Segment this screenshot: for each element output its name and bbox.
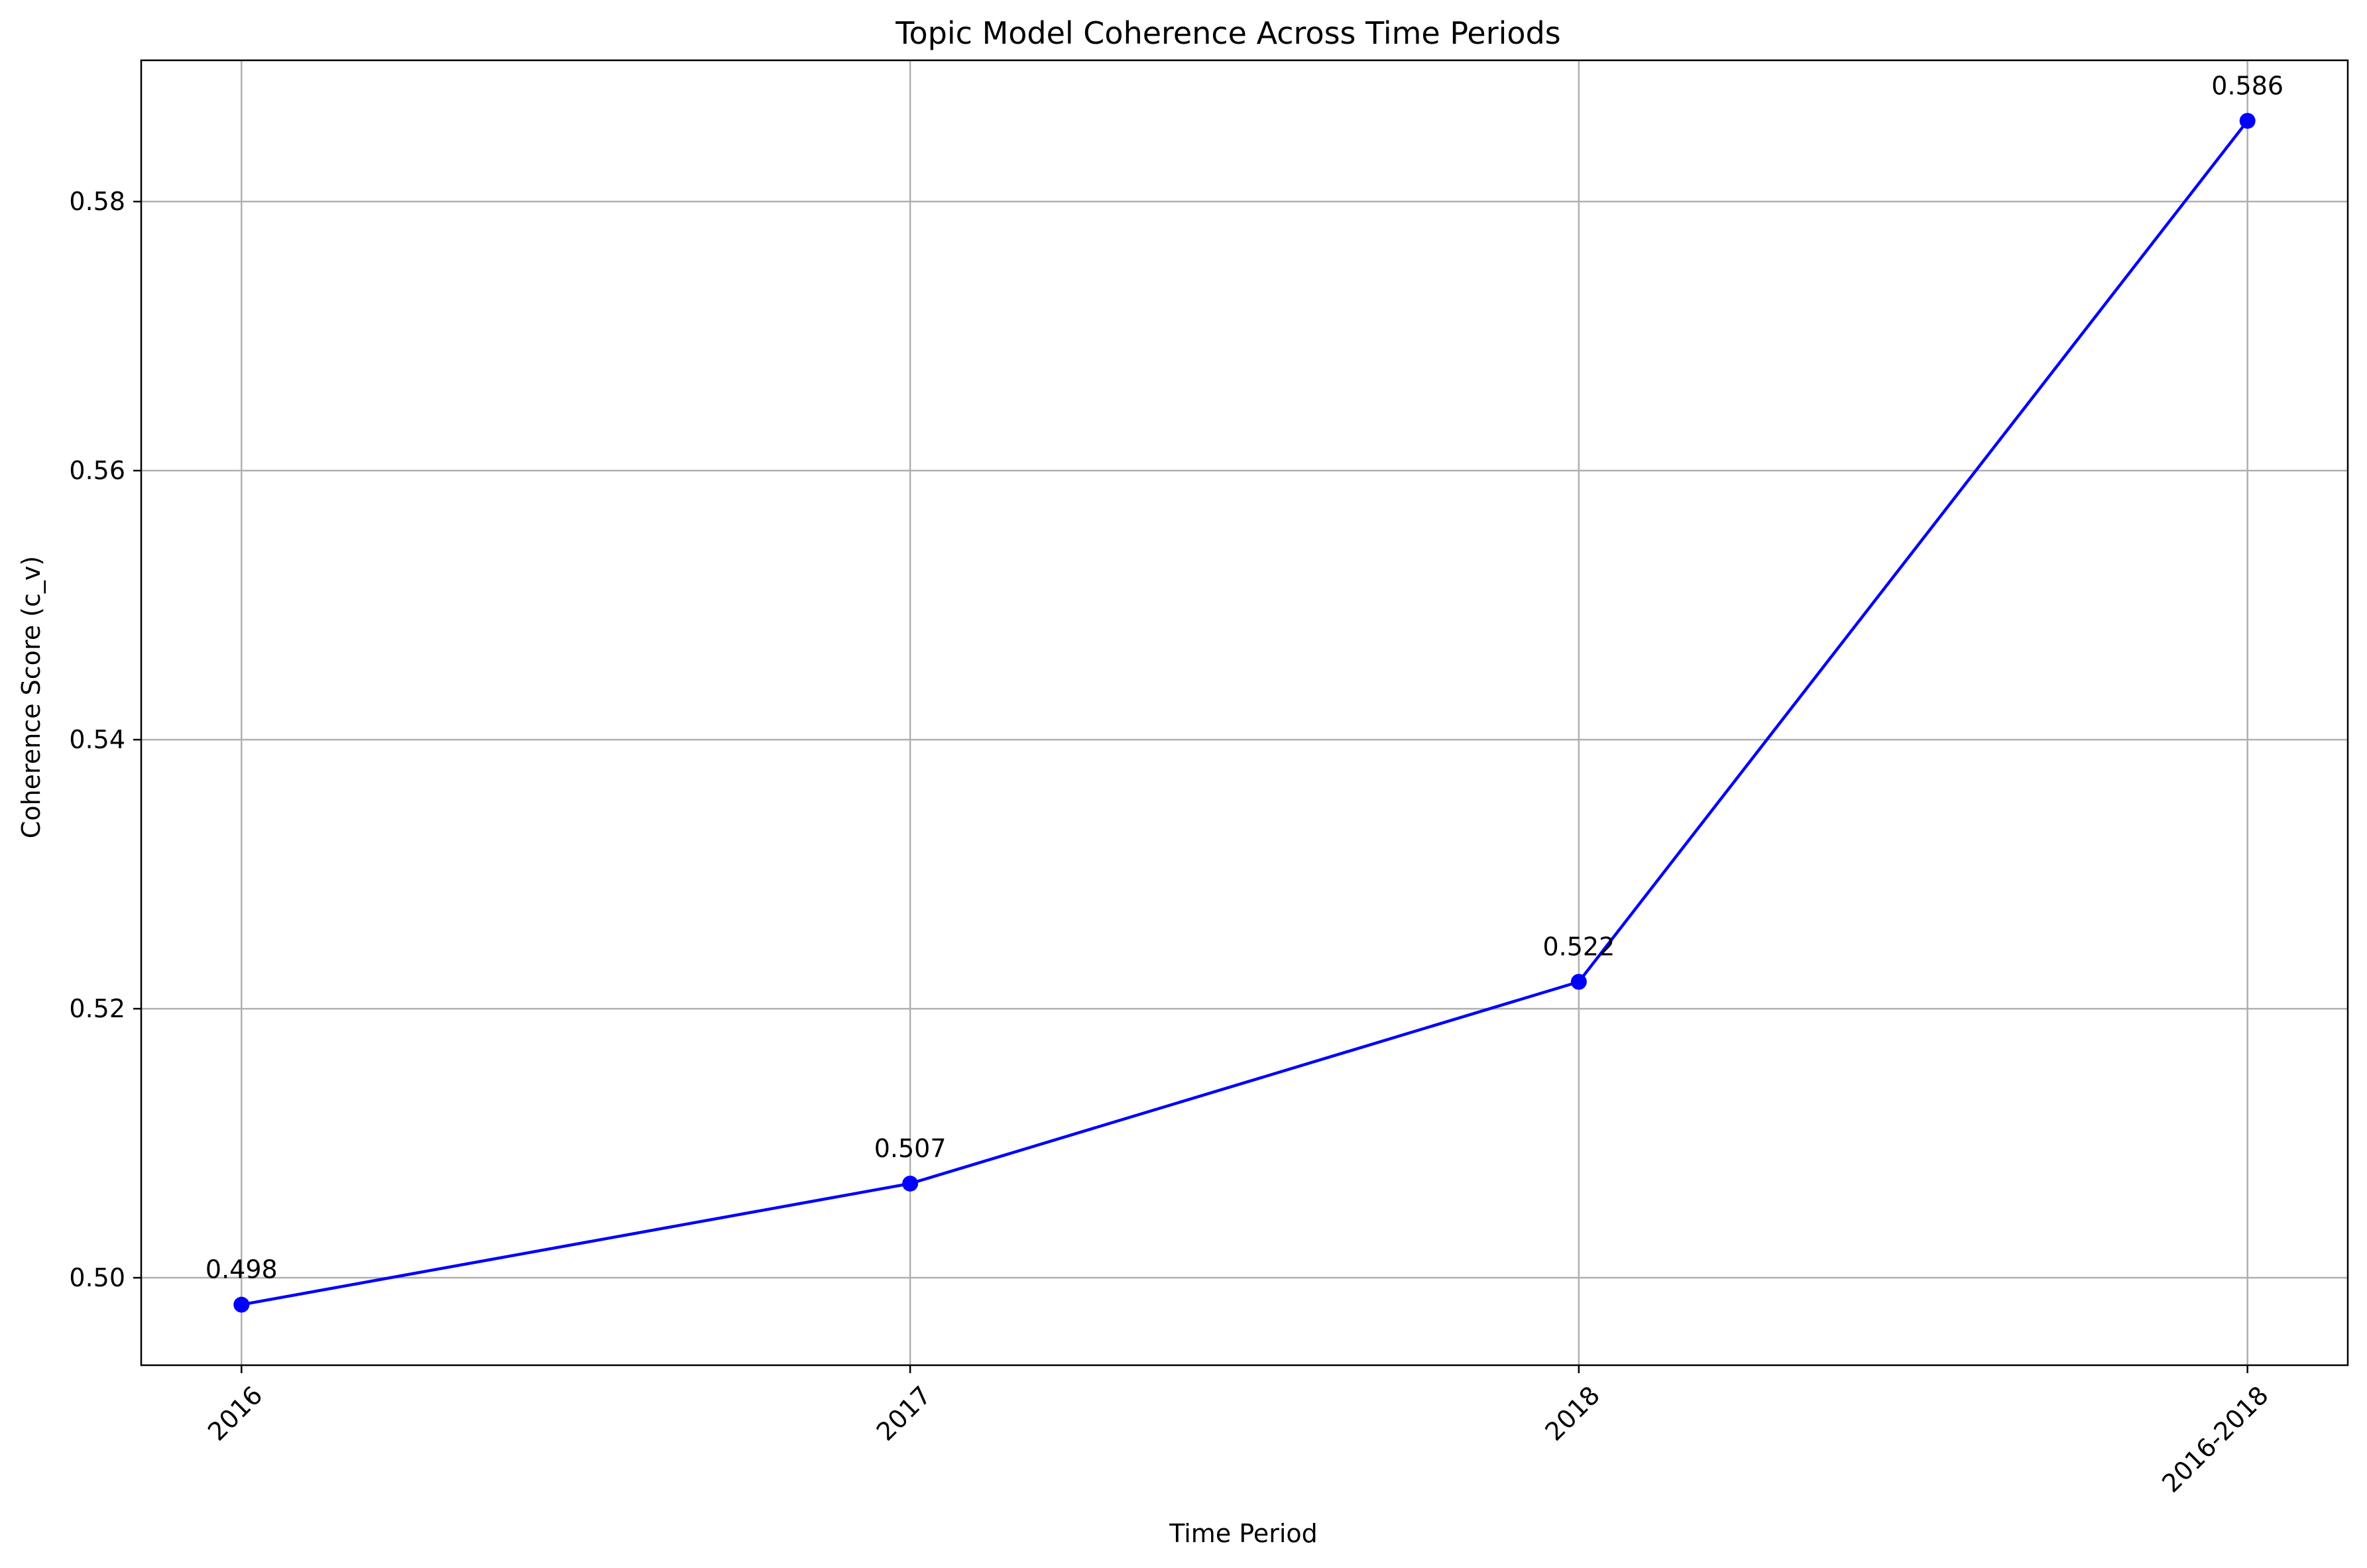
- x-tick-label: 2016: [202, 1380, 268, 1447]
- text-layer: Topic Model Coherence Across Time Period…: [17, 15, 2283, 1548]
- chart-title: Topic Model Coherence Across Time Period…: [895, 15, 1561, 51]
- data-label: 0.507: [874, 1134, 947, 1163]
- y-tick-label: 0.54: [69, 725, 125, 754]
- data-label: 0.522: [1542, 932, 1615, 961]
- y-tick-label: 0.58: [69, 187, 125, 216]
- x-axis-label: Time Period: [1169, 1519, 1318, 1548]
- x-tick-label: 2017: [871, 1380, 937, 1447]
- x-tick-label: 2016-2018: [2156, 1380, 2274, 1498]
- data-point: [2239, 113, 2256, 129]
- x-tick-label: 2018: [1540, 1380, 1606, 1447]
- y-axis-label: Coherence Score (c_v): [17, 556, 46, 838]
- y-tick-label: 0.50: [69, 1263, 125, 1292]
- plot-frame: [140, 59, 2349, 1367]
- y-tick-label: 0.52: [69, 994, 125, 1023]
- data-point: [1570, 974, 1587, 990]
- axes-layer: [133, 59, 2349, 1373]
- data-label: 0.498: [205, 1255, 278, 1284]
- y-tick-label: 0.56: [69, 456, 125, 485]
- series-layer: [233, 113, 2256, 1313]
- data-label: 0.586: [2211, 71, 2283, 100]
- data-point: [902, 1175, 919, 1192]
- series-line: [240, 119, 2249, 1306]
- data-point: [233, 1296, 250, 1313]
- grid-layer: [141, 60, 2348, 1365]
